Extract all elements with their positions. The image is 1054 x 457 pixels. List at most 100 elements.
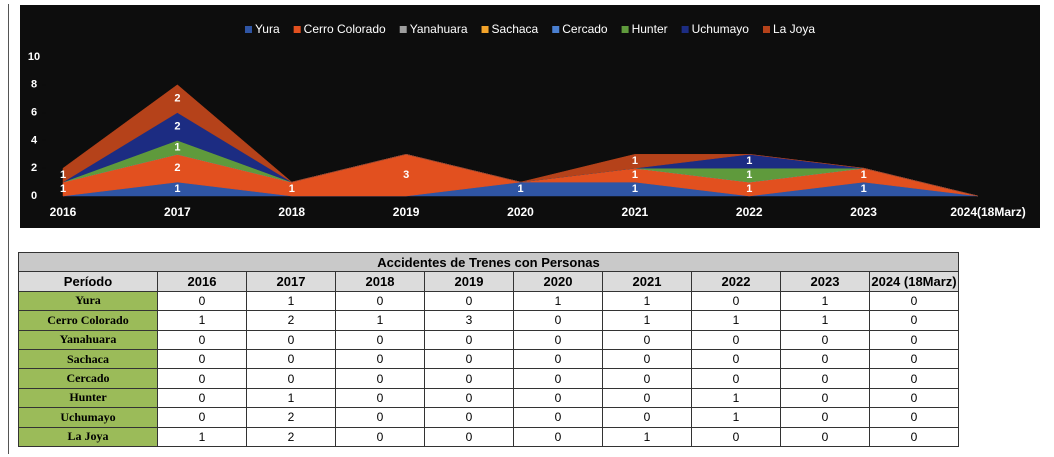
cell: 0	[513, 329, 603, 350]
legend-label: Yura	[255, 22, 280, 36]
y-tick-label: 6	[31, 107, 37, 119]
data-label: 1	[60, 169, 66, 181]
data-label: 1	[746, 155, 752, 167]
cell: 0	[602, 348, 692, 370]
cell: 1	[691, 407, 781, 428]
cell: 2	[246, 310, 336, 331]
column-header: 2019	[424, 271, 514, 292]
column-header: 2023	[780, 271, 870, 292]
row-label: Uchumayo	[18, 407, 158, 428]
x-tick-label: 2020	[507, 205, 534, 219]
data-label: 1	[746, 183, 752, 195]
cell: 0	[691, 368, 781, 389]
cell: 1	[513, 290, 603, 312]
title-row: Accidentes de Trenes con Personas	[18, 251, 959, 273]
cell: 0	[869, 290, 959, 312]
data-label: 1	[861, 169, 867, 181]
data-label: 2	[174, 93, 180, 105]
cell: 0	[157, 348, 247, 370]
cell: 0	[513, 310, 603, 331]
cell: 0	[157, 368, 247, 389]
cell: 1	[157, 310, 247, 331]
x-tick-label: 2019	[393, 205, 420, 219]
cell: 1	[246, 290, 336, 312]
row-label: Hunter	[18, 387, 158, 409]
cell: 0	[424, 407, 514, 428]
column-header: 2020	[513, 271, 603, 292]
cell: 0	[424, 329, 514, 350]
cell: 1	[602, 290, 692, 312]
cell: 0	[424, 368, 514, 389]
cell: 1	[335, 310, 425, 331]
cell: 2	[246, 407, 336, 428]
y-tick-label: 10	[28, 51, 40, 63]
cell: 0	[335, 387, 425, 409]
data-label: 2	[174, 120, 180, 132]
y-tick-label: 4	[31, 134, 38, 146]
frame	[8, 4, 1049, 454]
x-tick-label: 2024(18Marz)	[950, 205, 1025, 219]
x-tick-label: 2018	[278, 205, 305, 219]
data-row: Cercado 0 0 0 0 0 0 0 0 0	[18, 368, 959, 389]
data-row: Yura 0 1 0 0 1 1 0 1 0	[18, 290, 959, 312]
cell: 1	[691, 310, 781, 331]
header-row: Período 2016 2017 2018 2019 2020 2021 2022 2023 2…	[18, 271, 959, 292]
data-label: 1	[60, 183, 66, 195]
x-tick-label: 2023	[850, 205, 877, 219]
row-label: Yanahuara	[18, 329, 158, 350]
row-label: Sachaca	[18, 348, 158, 370]
cell: 0	[335, 368, 425, 389]
row-label: Cercado	[18, 368, 158, 389]
cell: 0	[424, 426, 514, 447]
data-label: 1	[632, 183, 638, 195]
cell: 0	[869, 407, 959, 428]
cell: 0	[869, 368, 959, 389]
legend-swatch	[552, 26, 560, 33]
row-header: Período	[18, 271, 158, 292]
cell: 0	[691, 426, 781, 447]
data-row: Uchumayo 0 2 0 0 0 0 1 0 0	[18, 407, 959, 428]
cell: 0	[780, 368, 870, 389]
cell: 0	[335, 329, 425, 350]
cell: 0	[869, 387, 959, 409]
cell: 0	[246, 329, 336, 350]
cell: 0	[780, 329, 870, 350]
legend-label: Cerro Colorado	[304, 22, 386, 36]
data-label: 1	[632, 155, 638, 167]
cell: 0	[691, 348, 781, 370]
legend-label: Hunter	[632, 22, 668, 36]
column-header: 2018	[335, 271, 425, 292]
legend-swatch	[399, 26, 407, 33]
legend-swatch	[481, 26, 489, 33]
cell: 1	[602, 310, 692, 331]
cell: 0	[780, 348, 870, 370]
data-row: Cerro Colorado 1 2 1 3 0 1 1 1 0	[18, 310, 959, 331]
cell: 0	[869, 329, 959, 350]
column-header: 2022	[691, 271, 781, 292]
column-header: 2016	[157, 271, 247, 292]
data-label: 1	[746, 169, 752, 181]
table-title: Accidentes de Trenes con Personas	[18, 251, 959, 273]
data-row: Sachaca 0 0 0 0 0 0 0 0 0	[18, 348, 959, 370]
data-label: 1	[632, 169, 638, 181]
data-label: 1	[861, 183, 867, 195]
cell: 0	[335, 348, 425, 370]
legend-swatch	[681, 26, 689, 33]
data-label: 1	[289, 183, 295, 195]
data-label: 1	[174, 183, 180, 195]
x-tick-label: 2022	[736, 205, 763, 219]
data-label: 2	[174, 162, 180, 174]
cell: 0	[691, 329, 781, 350]
data-table: Accidentes de Trenes con Personas Período…	[18, 251, 959, 447]
cell: 0	[424, 290, 514, 312]
cell: 2	[246, 426, 336, 447]
x-tick-label: 2017	[164, 205, 191, 219]
data-label: 1	[517, 183, 523, 195]
data-label: 3	[403, 169, 409, 181]
cell: 0	[602, 387, 692, 409]
legend-label: Uchumayo	[692, 22, 750, 36]
column-header: 2024 (18Marz)	[869, 271, 959, 292]
cell: 0	[691, 290, 781, 312]
cell: 0	[513, 387, 603, 409]
